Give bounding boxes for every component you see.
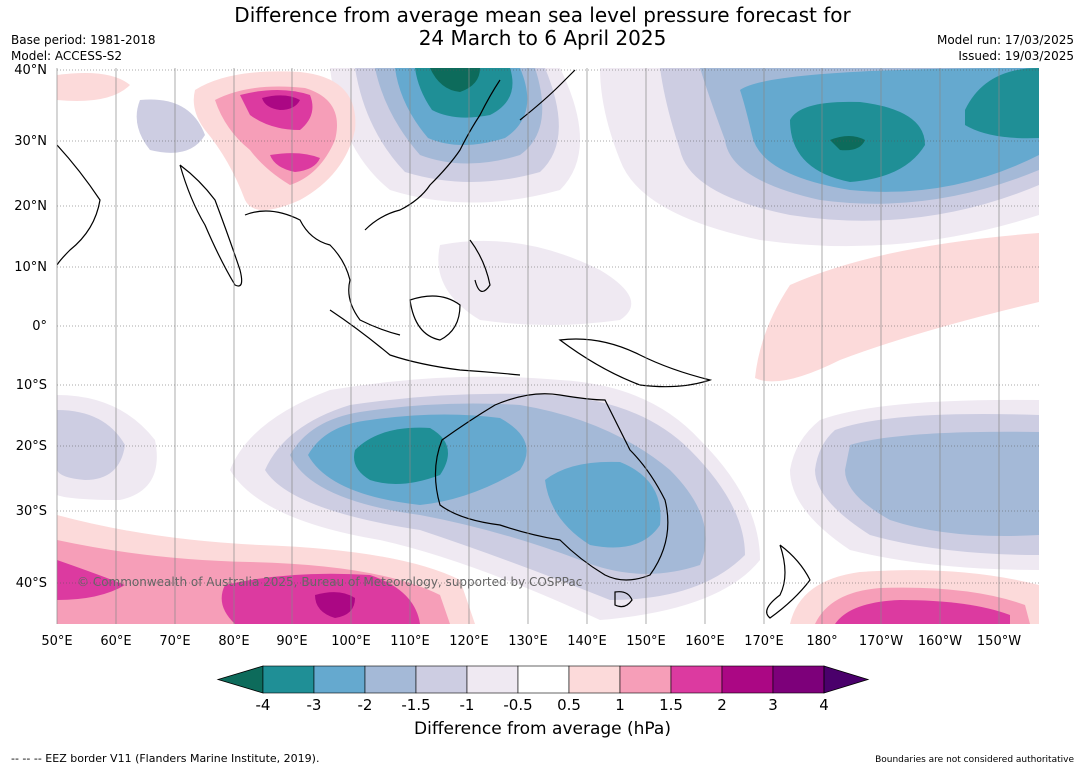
meta-right: Model run: 17/03/2025 Issued: 19/03/2025 (937, 32, 1074, 64)
longitude-labels: 50°E 60°E 70°E 80°E 90°E 100°E 110°E 120… (41, 634, 1021, 649)
colorbar: -4 -3 -2 -1.5 -1 -0.5 0.5 1 1.5 2 3 4 (216, 665, 870, 714)
coastline-sumatra-java (329, 309, 521, 376)
lon-label: 110°E (390, 634, 430, 649)
lat-label: 30°S (16, 504, 47, 519)
coastlines (57, 69, 811, 619)
colorbar-tick-label: 2 (717, 696, 727, 714)
colorbar-tick-label: -3 (307, 696, 322, 714)
contour-east-asia (430, 68, 480, 92)
colorbar-segment (313, 665, 366, 694)
colorbar-segment (568, 665, 621, 694)
title-line-2: 24 March to 6 April 2025 (418, 26, 667, 50)
colorbar-tick-label: -1 (460, 696, 475, 714)
contour-north-pacific (830, 136, 865, 151)
coastline-tasmania (614, 591, 633, 608)
colorbar-segment (466, 665, 519, 694)
contour-west-asia (57, 72, 130, 101)
lat-label: 40°N (14, 63, 47, 78)
base-period: Base period: 1981-2018 (11, 33, 156, 47)
coastline-philippines (469, 239, 491, 292)
colorbar-tick-label: 3 (768, 696, 778, 714)
colorbar-tick-label: -1.5 (401, 696, 430, 714)
colorbar-segment (517, 665, 570, 694)
lat-label: 20°S (16, 439, 47, 454)
coastline-new-zealand (766, 544, 811, 619)
colorbar-title: Difference from average (hPa) (414, 719, 671, 739)
contour-south (354, 427, 448, 484)
colorbar-tick-label: 0.5 (557, 696, 581, 714)
colorbar-segment (721, 665, 774, 694)
lat-label: 10°N (14, 260, 47, 275)
lon-label: 130°E (508, 634, 548, 649)
contour-central-pacific (755, 233, 1039, 382)
colorbar-tick-label: -2 (358, 696, 373, 714)
lon-label: 50°E (41, 634, 72, 649)
lat-label: 0° (32, 319, 47, 334)
coastline-japan (519, 69, 576, 121)
coastline-australia (434, 393, 669, 581)
coastline-new-guinea (558, 338, 713, 388)
title-line-1: Difference from average mean sea level p… (234, 3, 851, 27)
lon-label: 160°W (918, 634, 962, 649)
lon-label: 120°E (449, 634, 489, 649)
meta-left: Base period: 1981-2018 Model: ACCESS-S2 (11, 32, 156, 64)
contour-west-indian (57, 410, 125, 480)
colorbar-segment (772, 665, 825, 694)
coastline-india (179, 164, 243, 287)
contour-south (545, 461, 661, 548)
colorbar-segment (262, 665, 315, 694)
lon-label: 70°E (159, 634, 190, 649)
contour-west-asia (136, 99, 205, 153)
lon-label: 150°W (977, 634, 1021, 649)
contour-north-pacific (965, 68, 1039, 139)
lon-label: 100°E (331, 634, 371, 649)
model-name: Model: ACCESS-S2 (11, 49, 123, 63)
colorbar-segment (670, 665, 723, 694)
lon-label: 150°E (626, 634, 666, 649)
contour-south-indian (315, 592, 355, 618)
boundaries-disclaimer: Boundaries are not considered authoritat… (875, 755, 1074, 765)
lat-label: 40°S (16, 576, 47, 591)
contour-south-pacific (845, 431, 1039, 536)
lat-label: 20°N (14, 199, 47, 214)
lon-label: 140°E (567, 634, 607, 649)
contour-himalaya (262, 95, 300, 110)
lon-label: 60°E (100, 634, 131, 649)
lat-label: 30°N (14, 134, 47, 149)
lon-label: 180° (806, 634, 837, 649)
colorbar-segment (619, 665, 672, 694)
lat-label: 10°S (16, 378, 47, 393)
lon-label: 170°W (859, 634, 903, 649)
lon-label: 170°E (744, 634, 784, 649)
lon-label: 80°E (218, 634, 249, 649)
colorbar-extend-low (216, 665, 264, 694)
latitude-labels: 40°N 30°N 20°N 10°N 0° 10°S 20°S 30°S 40… (14, 63, 47, 591)
colorbar-tick-label: -0.5 (503, 696, 532, 714)
contour-south-indian (57, 560, 125, 600)
contour-maritime (438, 240, 632, 325)
colorbar-tick-label: 4 (819, 696, 829, 714)
model-run: Model run: 17/03/2025 (936, 33, 1074, 47)
graticule-meridians (56, 68, 1000, 624)
eez-footnote: -- -- -- EEZ border V11 (Flanders Marine… (11, 752, 320, 765)
lon-label: 90°E (276, 634, 307, 649)
colorbar-extend-high (823, 665, 870, 694)
coastline-east-asia (244, 79, 501, 336)
copyright-text: © Commonwealth of Australia 2025, Bureau… (77, 575, 582, 589)
coastline-arabia (57, 144, 101, 266)
map-title: Difference from average mean sea level p… (0, 4, 1085, 50)
colorbar-segment (364, 665, 417, 694)
colorbar-tick-label: 1.5 (659, 696, 683, 714)
lon-label: 160°E (685, 634, 725, 649)
colorbar-tick-label: -4 (256, 696, 271, 714)
contour-south-east (835, 600, 1010, 624)
anomaly-field (57, 68, 1039, 624)
issued-date: Issued: 19/03/2025 (958, 49, 1074, 63)
coastline-borneo (409, 295, 461, 341)
colorbar-tick-label: 1 (615, 696, 625, 714)
contour-himalaya (270, 153, 320, 172)
colorbar-segment (415, 665, 468, 694)
